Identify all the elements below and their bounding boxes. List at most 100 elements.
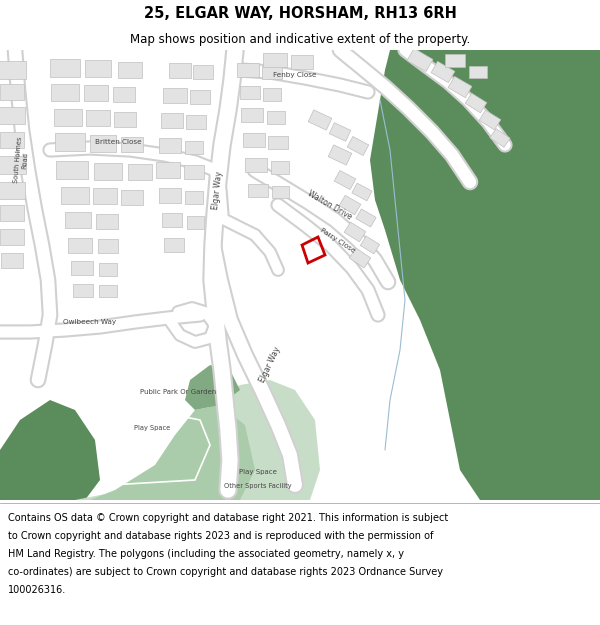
Polygon shape (243, 133, 265, 147)
Text: Parry Close: Parry Close (319, 226, 356, 254)
Polygon shape (84, 85, 108, 101)
Text: Elgar Way: Elgar Way (258, 346, 282, 384)
Text: Walton Drive: Walton Drive (307, 189, 353, 221)
Polygon shape (163, 88, 187, 103)
Polygon shape (344, 222, 366, 242)
Polygon shape (90, 405, 255, 500)
Polygon shape (0, 106, 25, 124)
Polygon shape (113, 86, 135, 101)
Polygon shape (185, 141, 203, 154)
Polygon shape (71, 261, 93, 275)
Polygon shape (448, 76, 472, 98)
Polygon shape (248, 184, 268, 196)
Polygon shape (68, 238, 92, 252)
Polygon shape (469, 66, 487, 78)
Text: 100026316.: 100026316. (8, 585, 66, 595)
Polygon shape (329, 122, 350, 141)
Polygon shape (479, 110, 501, 130)
Polygon shape (262, 66, 282, 79)
Polygon shape (187, 216, 203, 229)
Polygon shape (86, 110, 110, 126)
Text: Fenby Close: Fenby Close (273, 72, 317, 78)
Polygon shape (334, 171, 356, 189)
Polygon shape (0, 205, 24, 221)
Polygon shape (96, 214, 118, 229)
Text: co-ordinates) are subject to Crown copyright and database rights 2023 Ordnance S: co-ordinates) are subject to Crown copyr… (8, 567, 443, 577)
Polygon shape (65, 212, 91, 228)
Text: Britten Close: Britten Close (95, 139, 142, 145)
Polygon shape (159, 188, 181, 202)
Polygon shape (99, 285, 117, 297)
Polygon shape (94, 162, 122, 179)
Polygon shape (352, 183, 372, 201)
Polygon shape (118, 62, 142, 78)
Polygon shape (121, 136, 143, 151)
Polygon shape (0, 156, 26, 174)
Polygon shape (263, 88, 281, 101)
Polygon shape (156, 162, 180, 178)
Polygon shape (90, 134, 116, 151)
Text: Map shows position and indicative extent of the property.: Map shows position and indicative extent… (130, 32, 470, 46)
Polygon shape (121, 189, 143, 204)
Polygon shape (263, 53, 287, 67)
Text: Elgar Way: Elgar Way (212, 171, 224, 209)
Polygon shape (99, 262, 117, 276)
Polygon shape (185, 191, 203, 204)
Polygon shape (75, 380, 320, 500)
Polygon shape (308, 110, 332, 130)
Polygon shape (370, 50, 600, 500)
Polygon shape (407, 49, 433, 71)
Polygon shape (1, 253, 23, 268)
Polygon shape (54, 109, 82, 126)
Text: Other Sports Facility: Other Sports Facility (224, 483, 292, 489)
Polygon shape (241, 108, 263, 122)
Polygon shape (161, 112, 183, 128)
Polygon shape (98, 239, 118, 253)
Polygon shape (267, 111, 285, 124)
Polygon shape (465, 93, 487, 113)
Polygon shape (0, 132, 24, 148)
Text: South Holmes
Road: South Holmes Road (14, 136, 31, 184)
Polygon shape (339, 195, 361, 215)
Polygon shape (73, 284, 93, 296)
Polygon shape (291, 55, 313, 69)
Polygon shape (240, 86, 260, 99)
Polygon shape (237, 63, 259, 77)
Polygon shape (356, 209, 376, 227)
Text: 25, ELGAR WAY, HORSHAM, RH13 6RH: 25, ELGAR WAY, HORSHAM, RH13 6RH (143, 6, 457, 21)
Polygon shape (445, 54, 465, 66)
Polygon shape (55, 133, 85, 151)
Polygon shape (0, 400, 100, 500)
Polygon shape (56, 161, 88, 179)
Polygon shape (186, 115, 206, 129)
Polygon shape (349, 248, 371, 268)
Text: Play Space: Play Space (134, 425, 170, 431)
Polygon shape (93, 188, 117, 204)
Polygon shape (245, 158, 267, 172)
Polygon shape (328, 145, 352, 165)
Polygon shape (61, 186, 89, 204)
Text: Play Space: Play Space (239, 469, 277, 475)
Polygon shape (271, 161, 289, 174)
Polygon shape (114, 111, 136, 126)
Polygon shape (268, 136, 288, 149)
Polygon shape (164, 238, 184, 252)
Polygon shape (0, 229, 24, 245)
Polygon shape (162, 213, 182, 227)
Polygon shape (361, 236, 380, 254)
Polygon shape (490, 129, 510, 148)
Text: Contains OS data © Crown copyright and database right 2021. This information is : Contains OS data © Crown copyright and d… (8, 513, 448, 523)
Text: Public Park Or Garden: Public Park Or Garden (140, 389, 216, 395)
Polygon shape (0, 61, 26, 79)
Polygon shape (184, 165, 204, 179)
Polygon shape (193, 65, 213, 79)
Polygon shape (431, 61, 455, 82)
Text: Owlbeech Way: Owlbeech Way (64, 319, 116, 325)
Polygon shape (190, 90, 210, 104)
Polygon shape (185, 365, 240, 410)
Text: HM Land Registry. The polygons (including the associated geometry, namely x, y: HM Land Registry. The polygons (includin… (8, 549, 404, 559)
Polygon shape (0, 181, 25, 199)
Polygon shape (0, 84, 24, 100)
Polygon shape (347, 136, 369, 156)
Polygon shape (271, 186, 289, 198)
